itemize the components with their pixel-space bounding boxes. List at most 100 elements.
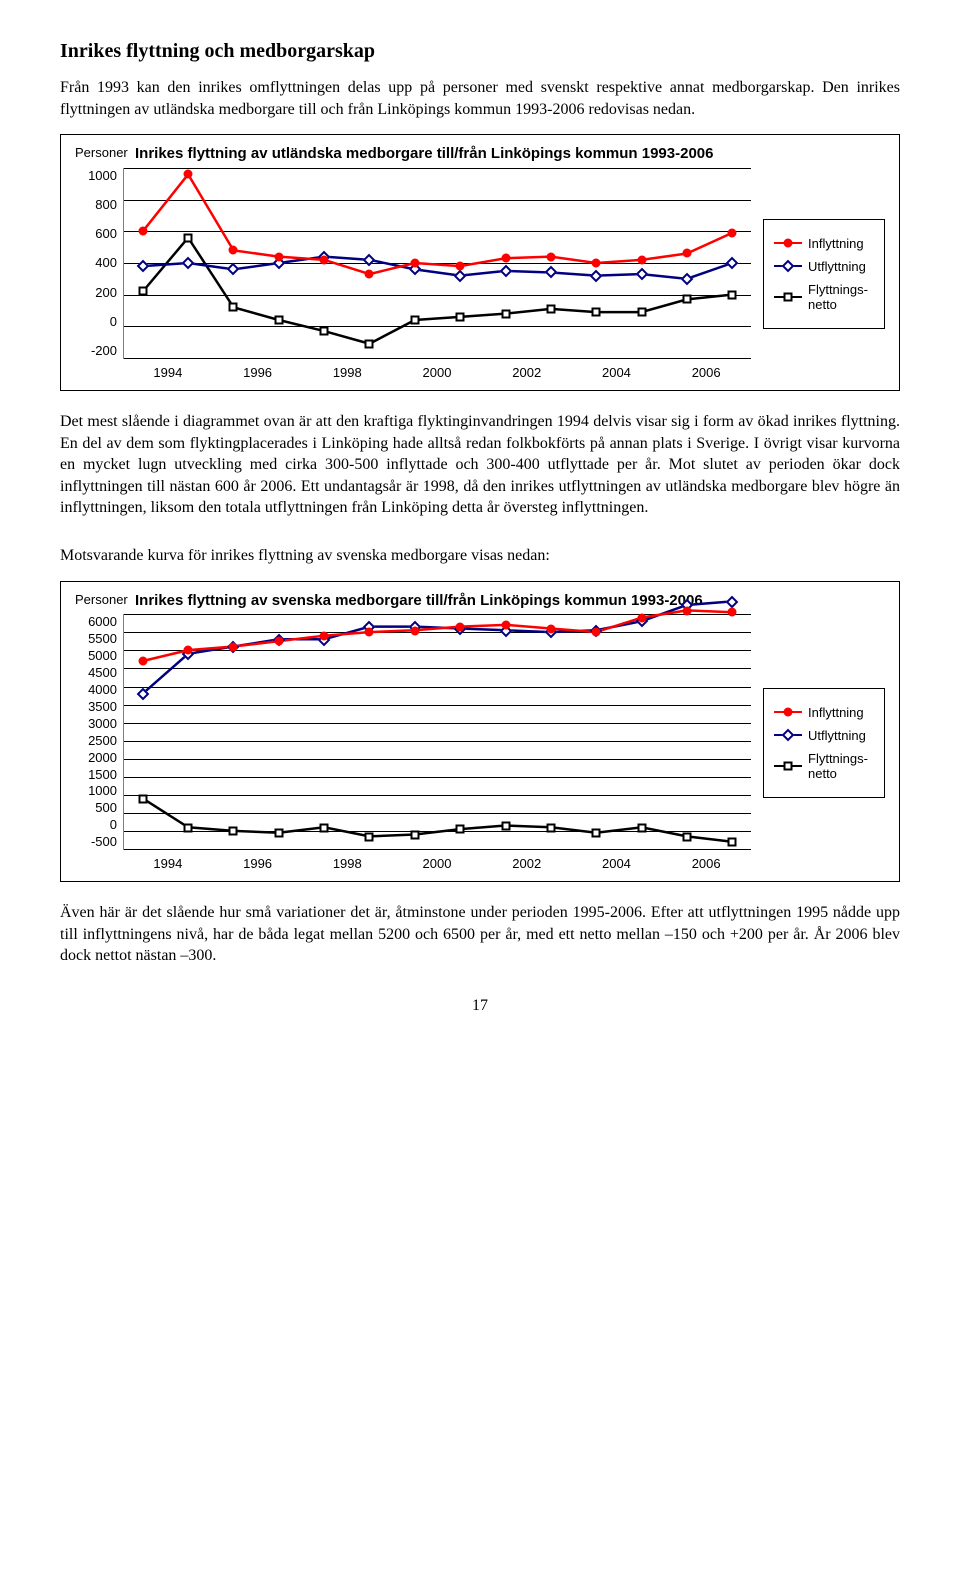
xtick-label: 2000 (392, 365, 482, 380)
legend-label: Utflyttning (808, 728, 866, 743)
data-marker (728, 228, 737, 237)
data-marker (592, 308, 601, 317)
ytick-label: -500 (75, 834, 117, 849)
data-marker (138, 794, 147, 803)
data-marker (365, 339, 374, 348)
legend-item: Inflyttning (774, 236, 874, 251)
data-marker (274, 828, 283, 837)
data-marker (682, 606, 691, 615)
data-marker (320, 823, 329, 832)
data-marker (410, 626, 419, 635)
data-marker (410, 315, 419, 324)
chart2-plot-area (123, 614, 751, 850)
data-marker (546, 823, 555, 832)
data-marker (456, 825, 465, 834)
legend-item: Flyttnings- netto (774, 751, 874, 781)
ytick-label: 4000 (75, 682, 117, 697)
body-paragraph-2: Det mest slående i diagrammet ovan är at… (60, 411, 900, 519)
body-paragraph-4: Även här är det slående hur små variatio… (60, 902, 900, 967)
data-marker (456, 312, 465, 321)
chart1-legend: Inflyttning Utflyttning Flyttnings- netto (763, 219, 885, 329)
legend-item: Flyttnings- netto (774, 282, 874, 312)
chart-1: Personer Inrikes flyttning av utländska … (60, 134, 900, 391)
chart2-xaxis: 1994199619982000200220042006 (123, 856, 751, 871)
ytick-label: 3500 (75, 699, 117, 714)
ytick-label: 5500 (75, 631, 117, 646)
chart1-title: Inrikes flyttning av utländska medborgar… (135, 145, 713, 164)
ytick-label: 3000 (75, 716, 117, 731)
ytick-label: 0 (75, 817, 117, 832)
data-marker (138, 287, 147, 296)
chart1-ylabel: Personer (75, 145, 135, 160)
data-marker (456, 262, 465, 271)
intro-paragraph: Från 1993 kan den inrikes omflyttningen … (60, 77, 900, 120)
data-marker (592, 628, 601, 637)
xtick-label: 2004 (572, 365, 662, 380)
xtick-label: 2000 (392, 856, 482, 871)
ytick-label: 1000 (75, 783, 117, 798)
data-marker (546, 304, 555, 313)
page-number: 17 (60, 997, 900, 1015)
xtick-label: 2006 (661, 365, 751, 380)
data-marker (184, 823, 193, 832)
data-marker (184, 646, 193, 655)
xtick-label: 1998 (302, 365, 392, 380)
data-marker (682, 832, 691, 841)
xtick-label: 1996 (213, 856, 303, 871)
data-marker (138, 227, 147, 236)
ytick-label: 6000 (75, 614, 117, 629)
xtick-label: 1998 (302, 856, 392, 871)
chart2-title: Inrikes flyttning av svenska medborgare … (135, 592, 703, 611)
ytick-label: -200 (75, 343, 117, 358)
chart1-yaxis: 10008006004002000-200 (75, 168, 123, 358)
xtick-label: 2002 (482, 365, 572, 380)
data-marker (501, 821, 510, 830)
data-marker (637, 823, 646, 832)
data-marker (229, 642, 238, 651)
data-marker (274, 252, 283, 261)
xtick-label: 1994 (123, 365, 213, 380)
chart1-xaxis: 1994199619982000200220042006 (123, 365, 751, 380)
data-marker (184, 170, 193, 179)
data-marker (501, 254, 510, 263)
data-marker (728, 838, 737, 847)
ytick-label: 2500 (75, 733, 117, 748)
legend-item: Utflyttning (774, 259, 874, 274)
legend-label: Inflyttning (808, 705, 864, 720)
data-marker (592, 828, 601, 837)
ytick-label: 0 (75, 314, 117, 329)
data-marker (682, 249, 691, 258)
xtick-label: 2002 (482, 856, 572, 871)
data-marker (637, 308, 646, 317)
chart-2: Personer Inrikes flyttning av svenska me… (60, 581, 900, 883)
data-marker (546, 624, 555, 633)
ytick-label: 2000 (75, 750, 117, 765)
ytick-label: 200 (75, 285, 117, 300)
data-marker (682, 295, 691, 304)
data-marker (501, 309, 510, 318)
data-marker (365, 832, 374, 841)
data-marker (320, 327, 329, 336)
data-marker (410, 830, 419, 839)
data-marker (184, 233, 193, 242)
data-marker (229, 246, 238, 255)
chart2-legend: Inflyttning Utflyttning Flyttnings- netto (763, 688, 885, 798)
data-marker (456, 622, 465, 631)
chart1-plot-area (123, 168, 751, 359)
chart2-ylabel: Personer (75, 592, 135, 607)
xtick-label: 1996 (213, 365, 303, 380)
data-marker (410, 258, 419, 267)
ytick-label: 5000 (75, 648, 117, 663)
data-marker (274, 637, 283, 646)
legend-item: Utflyttning (774, 728, 874, 743)
data-marker (546, 252, 555, 261)
ytick-label: 1000 (75, 168, 117, 183)
xtick-label: 2004 (572, 856, 662, 871)
legend-label: Flyttnings- netto (808, 751, 868, 781)
data-marker (728, 290, 737, 299)
ytick-label: 400 (75, 255, 117, 270)
data-marker (274, 315, 283, 324)
section-heading: Inrikes flyttning och medborgarskap (60, 40, 900, 63)
legend-label: Flyttnings- netto (808, 282, 868, 312)
data-marker (320, 255, 329, 264)
